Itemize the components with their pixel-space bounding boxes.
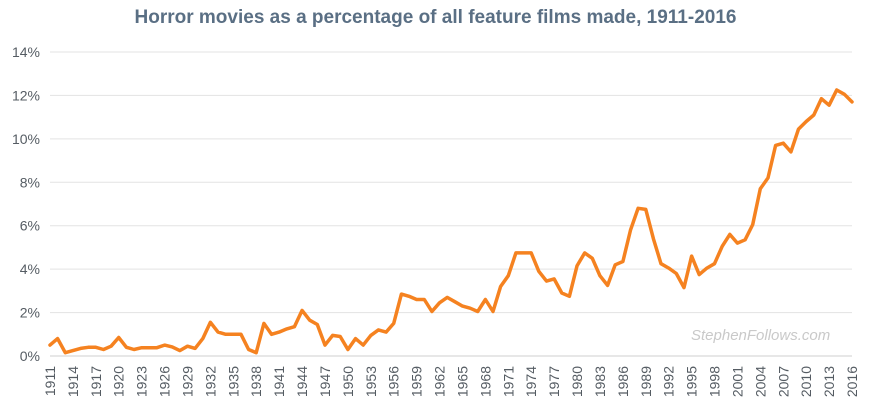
- x-tick-label: 1923: [134, 366, 150, 397]
- x-tick-label: 1911: [42, 366, 58, 396]
- x-tick-label: 1989: [638, 366, 654, 397]
- x-tick-label: 1983: [592, 366, 608, 397]
- y-tick-label: 6%: [20, 218, 40, 234]
- x-tick-label: 2004: [752, 366, 768, 397]
- x-tick-label: 1992: [661, 366, 677, 397]
- y-axis-ticks: 0% 2% 4% 6% 8% 10% 12% 14%: [12, 44, 40, 364]
- x-tick-label: 1929: [179, 366, 195, 397]
- y-tick-label: 8%: [20, 174, 40, 190]
- x-tick-label: 2001: [729, 366, 745, 397]
- x-tick-label: 1926: [157, 366, 173, 397]
- x-tick-label: 2010: [798, 366, 814, 397]
- horror-percentage-line: [48, 88, 854, 355]
- x-tick-label: 2016: [844, 366, 860, 397]
- x-tick-label: 2013: [821, 366, 837, 397]
- x-tick-label: 1944: [294, 366, 310, 397]
- x-tick-label: 1977: [546, 366, 562, 397]
- x-tick-label: 1971: [500, 366, 516, 397]
- x-tick-label: 2007: [775, 366, 791, 397]
- y-tick-label: 4%: [20, 261, 40, 277]
- x-tick-label: 1980: [569, 366, 585, 397]
- y-tick-label: 12%: [12, 87, 40, 103]
- x-tick-label: 1959: [409, 366, 425, 397]
- x-tick-label: 1965: [454, 366, 470, 397]
- x-tick-label: 1995: [684, 366, 700, 397]
- y-tick-label: 2%: [20, 305, 40, 321]
- y-tick-label: 14%: [12, 44, 40, 60]
- x-tick-label: 1986: [615, 366, 631, 397]
- gridlines: [50, 51, 852, 357]
- watermark: StephenFollows.com: [691, 327, 831, 344]
- x-tick-label: 1917: [88, 366, 104, 397]
- x-tick-label: 1953: [363, 366, 379, 397]
- x-tick-label: 1932: [202, 366, 218, 397]
- x-tick-label: 1956: [386, 366, 402, 397]
- y-tick-label: 10%: [12, 131, 40, 147]
- x-tick-label: 1941: [271, 366, 287, 397]
- x-tick-label: 1938: [248, 366, 264, 397]
- chart-title: Horror movies as a percentage of all fea…: [134, 7, 737, 28]
- x-tick-label: 1974: [523, 366, 539, 397]
- x-tick-label: 1935: [225, 366, 241, 397]
- x-tick-label: 1998: [707, 366, 723, 397]
- x-tick-label: 1962: [432, 366, 448, 397]
- x-tick-label: 1950: [340, 366, 356, 397]
- x-tick-label: 1914: [65, 366, 81, 397]
- y-tick-label: 0%: [20, 348, 40, 364]
- x-axis-ticks: 1911 1914 1917 1920 1923 1926 1929 1932 1935 1938…: [42, 366, 860, 397]
- x-tick-label: 1920: [111, 366, 127, 397]
- x-tick-label: 1947: [317, 366, 333, 397]
- x-tick-label: 1968: [477, 366, 493, 397]
